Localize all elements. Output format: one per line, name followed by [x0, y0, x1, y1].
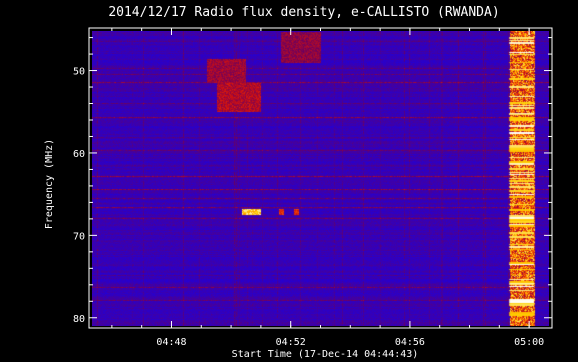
x-axis-label: Start Time (17-Dec-14 04:44:43) — [232, 349, 419, 360]
y-axis: 50 60 70 80 — [73, 37, 552, 325]
heatmap-container — [92, 31, 549, 326]
y-tick-label: 70 — [73, 231, 85, 242]
x-tick-label: 04:48 — [156, 337, 186, 348]
x-tick-label: 04:56 — [395, 337, 425, 348]
x-tick-label: 05:00 — [514, 337, 544, 348]
y-tick-label: 60 — [73, 149, 85, 160]
x-tick-label: 04:52 — [276, 337, 306, 348]
chart-title: 2014/12/17 Radio flux density, e-CALLIST… — [108, 5, 499, 20]
plot-area — [88, 27, 553, 329]
y-tick-label: 80 — [73, 314, 85, 325]
y-axis-label: Frequency (MHz) — [44, 139, 55, 229]
heatmap-image — [92, 31, 549, 326]
x-axis: 04:48 04:52 04:56 05:00 — [111, 28, 544, 348]
y-tick-label: 50 — [73, 67, 85, 78]
